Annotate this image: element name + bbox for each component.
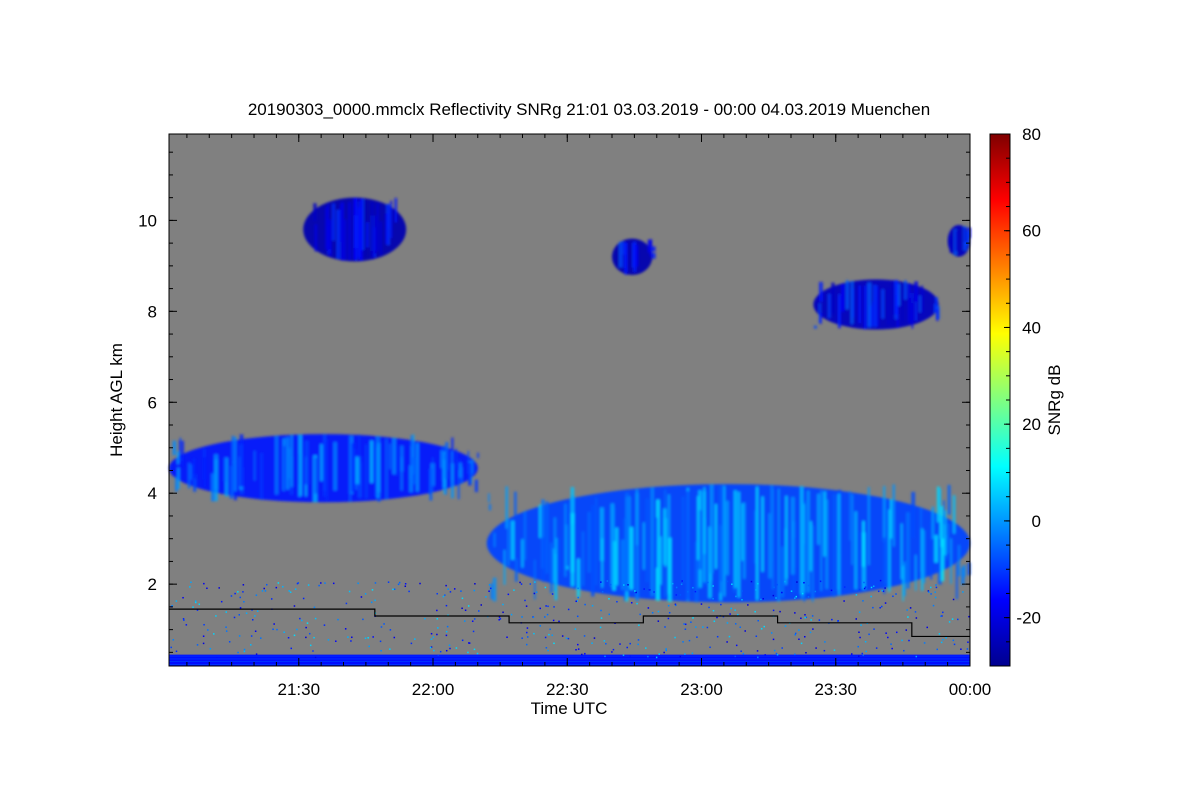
echo-layer	[169, 197, 972, 666]
colorbar-tick-label: 60	[1022, 222, 1041, 241]
echo-near-ground-clutter	[169, 654, 970, 666]
ground-clutter-layer	[170, 579, 970, 659]
x-tick-label: 22:30	[546, 680, 589, 699]
echo-mid-layer-right	[486, 484, 971, 603]
y-tick-label: 4	[148, 484, 157, 503]
chart-title: 20190303_0000.mmclx Reflectivity SNRg 21…	[248, 100, 930, 119]
echo-cirrus-8km	[813, 279, 940, 330]
x-tick-label: 23:30	[814, 680, 857, 699]
colorbar-label: SNRg dB	[1045, 365, 1064, 436]
colorbar-tick-label: 40	[1022, 318, 1041, 337]
y-tick-label: 2	[148, 575, 157, 594]
colorbar-tick-label: 20	[1022, 415, 1041, 434]
x-axis: 21:30 22:00 22:30 23:00 23:30 00:00	[186, 134, 992, 699]
x-axis-label: Time UTC	[531, 699, 608, 718]
echo-cirrus-upper-right	[947, 224, 972, 257]
x-tick-label: 22:00	[412, 680, 455, 699]
colorbar-tick-label: 80	[1022, 125, 1041, 144]
y-tick-label: 6	[148, 393, 157, 412]
x-tick-label: 21:30	[277, 680, 320, 699]
plot-frame	[168, 133, 971, 667]
colorbar-tick-label: 0	[1032, 512, 1041, 531]
threshold-step-line	[169, 608, 970, 638]
echo-cirrus-upper-left	[303, 197, 407, 262]
y-axis-label: Height AGL km	[107, 343, 126, 457]
echo-cirrus-upper-mid	[612, 238, 656, 275]
echo-mid-layer-left	[169, 434, 480, 503]
x-tick-label: 23:00	[680, 680, 723, 699]
y-tick-label: 8	[148, 302, 157, 321]
y-axis: 2 4 6 8 10	[138, 151, 970, 653]
colorbar-tick-label: -20	[1016, 609, 1041, 628]
x-tick-label: 00:00	[949, 680, 992, 699]
y-tick-label: 10	[138, 211, 157, 230]
colorbar-axis: -20 0 20 40 60 80	[1004, 125, 1041, 667]
